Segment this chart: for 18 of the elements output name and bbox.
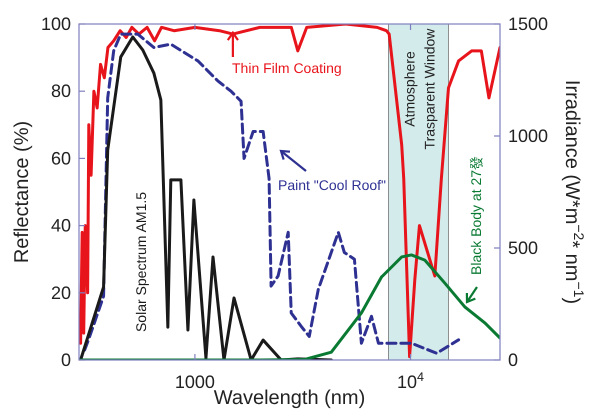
y-tick-label: 60	[50, 148, 71, 168]
y2-tick-label: 500	[508, 238, 538, 258]
x-axis-title: Wavelength (nm)	[214, 387, 366, 409]
y-tick-label: 40	[50, 216, 71, 236]
y-axis-title: Reflectance (%)	[11, 120, 33, 264]
annotation: Black Body at 27發	[468, 156, 484, 275]
annotation: Thin Film Coating	[232, 60, 342, 76]
y2-tick-label: 0	[508, 350, 518, 370]
annotation: Paint "Cool Roof"	[278, 177, 386, 193]
y-tick-label: 20	[50, 282, 71, 303]
annotation: Solar Spectrum AM1.5	[133, 192, 149, 332]
y2-tick-label: 1500	[508, 14, 548, 34]
y2-tick-label: 1000	[508, 126, 548, 146]
band-label: Atmosphere Trasparent Window	[401, 28, 438, 150]
y-tick-label: 80	[50, 81, 71, 102]
x-tick-label: 10$^{4}$	[397, 370, 424, 392]
y-tick-label: 100	[40, 14, 71, 34]
y-tick-label: 0	[60, 350, 71, 370]
